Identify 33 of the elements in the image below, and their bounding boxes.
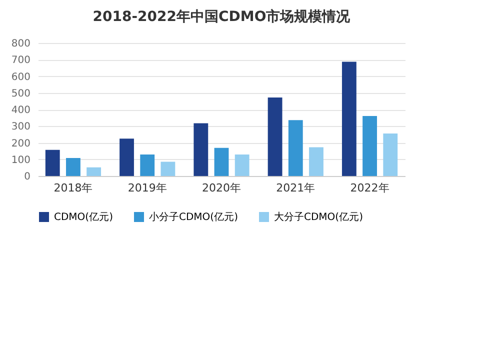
legend-label: CDMO(亿元)	[54, 212, 114, 223]
bar	[362, 116, 377, 176]
bar	[160, 162, 176, 176]
bar	[342, 62, 356, 176]
y-tick-label: 100	[11, 154, 30, 166]
x-tick-label: 2022年	[350, 182, 390, 194]
bar	[383, 133, 398, 176]
y-tick-label: 0	[24, 172, 30, 182]
x-tick-label: 2018年	[54, 182, 93, 194]
legend-label: 小分子CDMO(亿元)	[149, 211, 238, 223]
bar	[234, 154, 250, 176]
y-tick-label: 600	[11, 72, 30, 83]
x-tick-label: 2021年	[276, 182, 316, 194]
bar	[214, 148, 229, 176]
y-tick-label: 400	[11, 105, 30, 116]
bar	[140, 154, 155, 176]
y-tick-label: 500	[11, 88, 30, 100]
x-tick-label: 2020年	[202, 182, 241, 194]
y-tick-label: 700	[11, 55, 30, 66]
y-tick-label: 200	[11, 138, 30, 150]
bar	[45, 150, 60, 176]
bar	[120, 138, 134, 176]
legend-label: 大分子CDMO(亿元)	[274, 211, 364, 223]
bar	[86, 167, 102, 176]
x-tick-label: 2019年	[128, 182, 167, 194]
chart-title: 2018-2022年中国CDMO市场规模情况	[92, 8, 352, 25]
bar	[309, 147, 324, 176]
bar	[288, 120, 303, 176]
bar	[194, 123, 208, 176]
bar	[268, 98, 282, 176]
y-tick-label: 800	[11, 38, 30, 50]
bar	[66, 158, 80, 176]
y-tick-label: 300	[11, 122, 30, 133]
